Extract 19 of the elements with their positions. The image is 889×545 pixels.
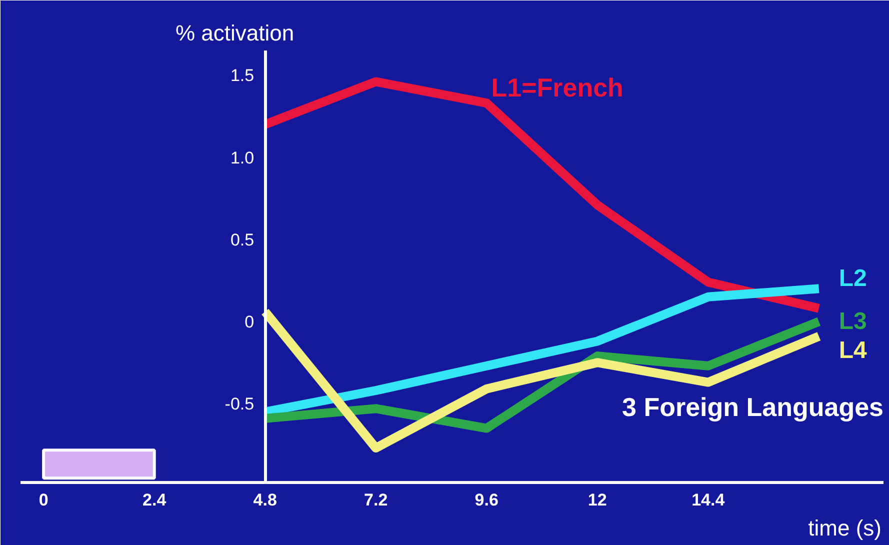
x-tick-label: 2.4 bbox=[142, 490, 167, 510]
y-tick-label: 1.0 bbox=[230, 148, 254, 168]
x-tick-label: 12 bbox=[588, 490, 607, 510]
series-label: L1=French bbox=[491, 72, 624, 103]
y-tick-label: -0.5 bbox=[224, 394, 254, 414]
series-label: L3 bbox=[838, 308, 867, 336]
y-tick-label: 0.5 bbox=[230, 230, 254, 250]
series-label: L4 bbox=[838, 336, 868, 364]
x-tick-label: 9.6 bbox=[474, 490, 498, 510]
series-label: L2 bbox=[838, 265, 867, 292]
x-tick-label: 7.2 bbox=[364, 490, 388, 510]
y-tick-label: 1.5 bbox=[230, 66, 254, 86]
x-axis-title: time (s) bbox=[808, 516, 882, 540]
y-axis-title: % activation bbox=[176, 20, 294, 46]
x-tick-label: 0 bbox=[38, 490, 48, 510]
x-tick-label: 4.8 bbox=[253, 490, 277, 510]
y-tick-label: 0 bbox=[244, 312, 254, 332]
annotation: 3 Foreign Languages bbox=[622, 392, 884, 422]
x-tick-label: 14.4 bbox=[692, 490, 726, 510]
